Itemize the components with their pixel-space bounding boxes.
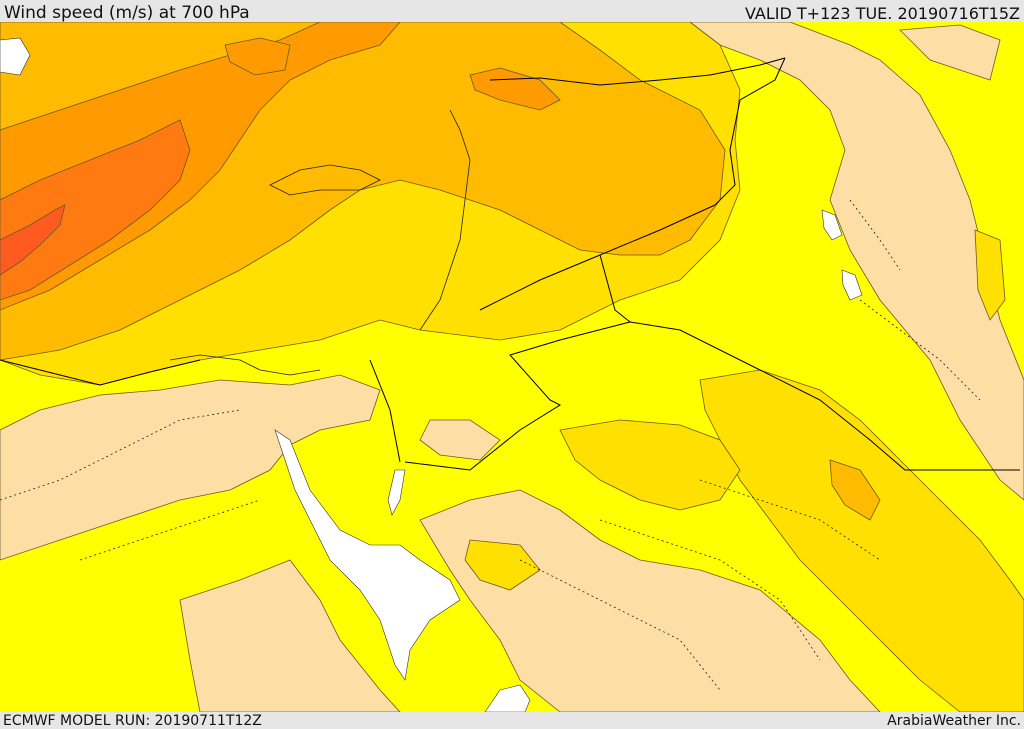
country-borders — [0, 57, 1020, 471]
field-lowest — [0, 22, 1024, 712]
map-title: Wind speed (m/s) at 700 hPa — [4, 3, 250, 23]
wind-speed-map — [0, 22, 1024, 712]
credit-label: ArabiaWeather Inc. — [887, 713, 1021, 729]
coastlines — [169, 109, 471, 376]
valid-time-label: VALID T+123 TUE. 20190716T15Z — [744, 4, 1020, 23]
footer-bar: ECMWF MODEL RUN: 20190711T12Z ArabiaWeat… — [0, 712, 1024, 729]
water-areas — [0, 37, 863, 712]
header-bar: Wind speed (m/s) at 700 hPa VALID T+123 … — [0, 0, 1024, 23]
field-highest — [0, 204, 66, 276]
admin-borders — [0, 199, 981, 691]
model-run-label: ECMWF MODEL RUN: 20190711T12Z — [3, 713, 262, 729]
field-very-high — [0, 119, 191, 301]
